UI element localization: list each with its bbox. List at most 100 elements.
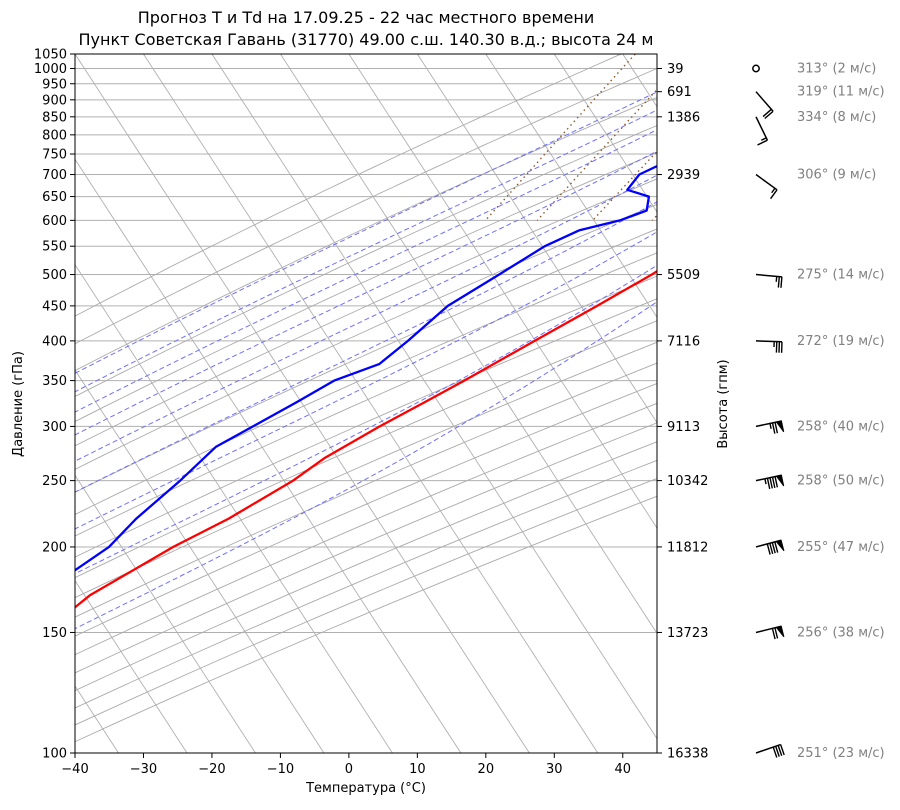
y-tick-label: 300 (42, 420, 67, 435)
x-tick-label: 20 (478, 762, 495, 777)
mixing-ratio-line (652, 54, 812, 220)
wind-barb-label: 319° (11 м/с) (797, 85, 885, 100)
height-tick-label: 7116 (667, 334, 700, 349)
barb-staff (756, 175, 777, 190)
pressure-grid (75, 54, 657, 753)
dry-adiabat-line (0, 54, 900, 753)
wind-barb: 272° (19 м/с) (756, 334, 885, 353)
y-axis-right-heights: 16338 13723 11812 10342 9113 7116 5509 2939 1386… (657, 62, 708, 761)
moist-adiabat-line (0, 54, 900, 753)
dry-adiabat-line (0, 54, 900, 753)
y-tick-label: 600 (42, 214, 67, 229)
height-tick-label: 1386 (667, 110, 700, 125)
barb-half (770, 423, 771, 428)
x-tick-label: 30 (546, 762, 563, 777)
barb-full (781, 277, 782, 288)
isotherm-line (143, 54, 597, 753)
y-tick-label: 1050 (34, 48, 67, 63)
dry-adiabat-line (0, 54, 900, 753)
barb-full (778, 277, 779, 288)
mixing-ratio-line (716, 54, 880, 220)
isotherm-line (623, 54, 900, 753)
wind-barb-label: 255° (47 м/с) (797, 540, 885, 555)
height-tick-label: 691 (667, 85, 692, 100)
isotherm-line (417, 54, 871, 753)
moist-adiabat-line (0, 54, 872, 753)
barb-full (767, 478, 769, 489)
barb-full (773, 477, 775, 488)
y-tick-label: 450 (42, 299, 67, 314)
barb-full (773, 423, 775, 434)
y-tick-label: 850 (42, 110, 67, 125)
wind-barb: 275° (14 м/с) (756, 268, 885, 288)
wind-barb-label: 256° (38 м/с) (797, 625, 885, 640)
y-tick-label: 400 (42, 334, 67, 349)
wind-barb: 258° (50 м/с) (756, 474, 885, 489)
barb-full (775, 422, 777, 433)
y-tick-label: 200 (42, 540, 67, 555)
isotherm-line (760, 54, 900, 753)
barb-half (761, 138, 766, 140)
mixing-ratio-line (827, 54, 900, 220)
y-tick-label: 250 (42, 474, 67, 489)
wind-barb: 306° (9 м/с) (756, 168, 876, 199)
mixing-ratio-line (537, 54, 690, 220)
x-tick-label: 0 (345, 762, 353, 777)
y-tick-label: 1000 (34, 62, 67, 77)
moist-adiabat-line (0, 54, 900, 753)
wind-barb-label: 306° (9 м/с) (797, 168, 876, 183)
dry-adiabat-line (0, 54, 900, 753)
y-tick-label: 500 (42, 268, 67, 283)
barb-full (770, 478, 772, 489)
isotherm-line (349, 54, 803, 753)
profiles (0, 69, 900, 754)
wind-barb-label: 272° (19 м/с) (797, 334, 885, 349)
parcel-line (879, 69, 897, 365)
barb-full (772, 628, 775, 639)
wind-barb-label: 258° (40 м/с) (797, 419, 885, 434)
wind-barb: 256° (38 м/с) (756, 625, 885, 640)
height-tick-label: 5509 (667, 268, 700, 283)
height-tick-label: 13723 (667, 626, 708, 641)
dry-adiabat-line (0, 54, 900, 753)
y-axis-right-label: Высота (гпм) (716, 359, 731, 448)
height-tick-label: 16338 (667, 747, 708, 762)
y-tick-label: 800 (42, 128, 67, 143)
barb-half (772, 188, 775, 192)
x-tick-label: 40 (614, 762, 631, 777)
dry-adiabat-line (0, 54, 691, 753)
y-tick-label: 900 (42, 93, 67, 108)
moist-adiabat-line (0, 54, 900, 753)
dry-adiabat-line (0, 54, 900, 753)
height-tick-label: 9113 (667, 420, 700, 435)
height-tick-label: 39 (667, 62, 684, 77)
y-tick-label: 100 (42, 747, 67, 762)
isotherm-line (212, 54, 666, 753)
dry-adiabat-line (50, 54, 900, 753)
wind-barb: 258° (40 м/с) (756, 419, 885, 434)
dry-adiabat-line (0, 54, 900, 753)
background-lines (0, 54, 900, 753)
barb-half (765, 479, 766, 484)
wind-barb: 255° (47 м/с) (756, 540, 885, 555)
wind-barb-label: 275° (14 м/с) (797, 268, 885, 283)
barb-pennant (777, 475, 784, 486)
dry-adiabat-line (0, 54, 900, 753)
isotherm-line (0, 54, 187, 753)
dry-adiabat-line (0, 54, 900, 753)
barb-staff (756, 92, 773, 112)
wind-barb-label: 251° (23 м/с) (797, 746, 885, 761)
plot-frame (75, 54, 657, 753)
mixing-ratio-line (756, 54, 900, 220)
moist-adiabat-line (0, 54, 803, 753)
height-tick-label: 10342 (667, 474, 708, 489)
temperature-line (0, 69, 900, 754)
barb-full (771, 190, 777, 199)
barb-full (758, 140, 768, 145)
x-tick-label: −30 (130, 762, 157, 777)
height-tick-label: 2939 (667, 168, 700, 183)
height-tick-label: 11812 (667, 540, 708, 555)
moist-adiabat-line (0, 54, 838, 753)
